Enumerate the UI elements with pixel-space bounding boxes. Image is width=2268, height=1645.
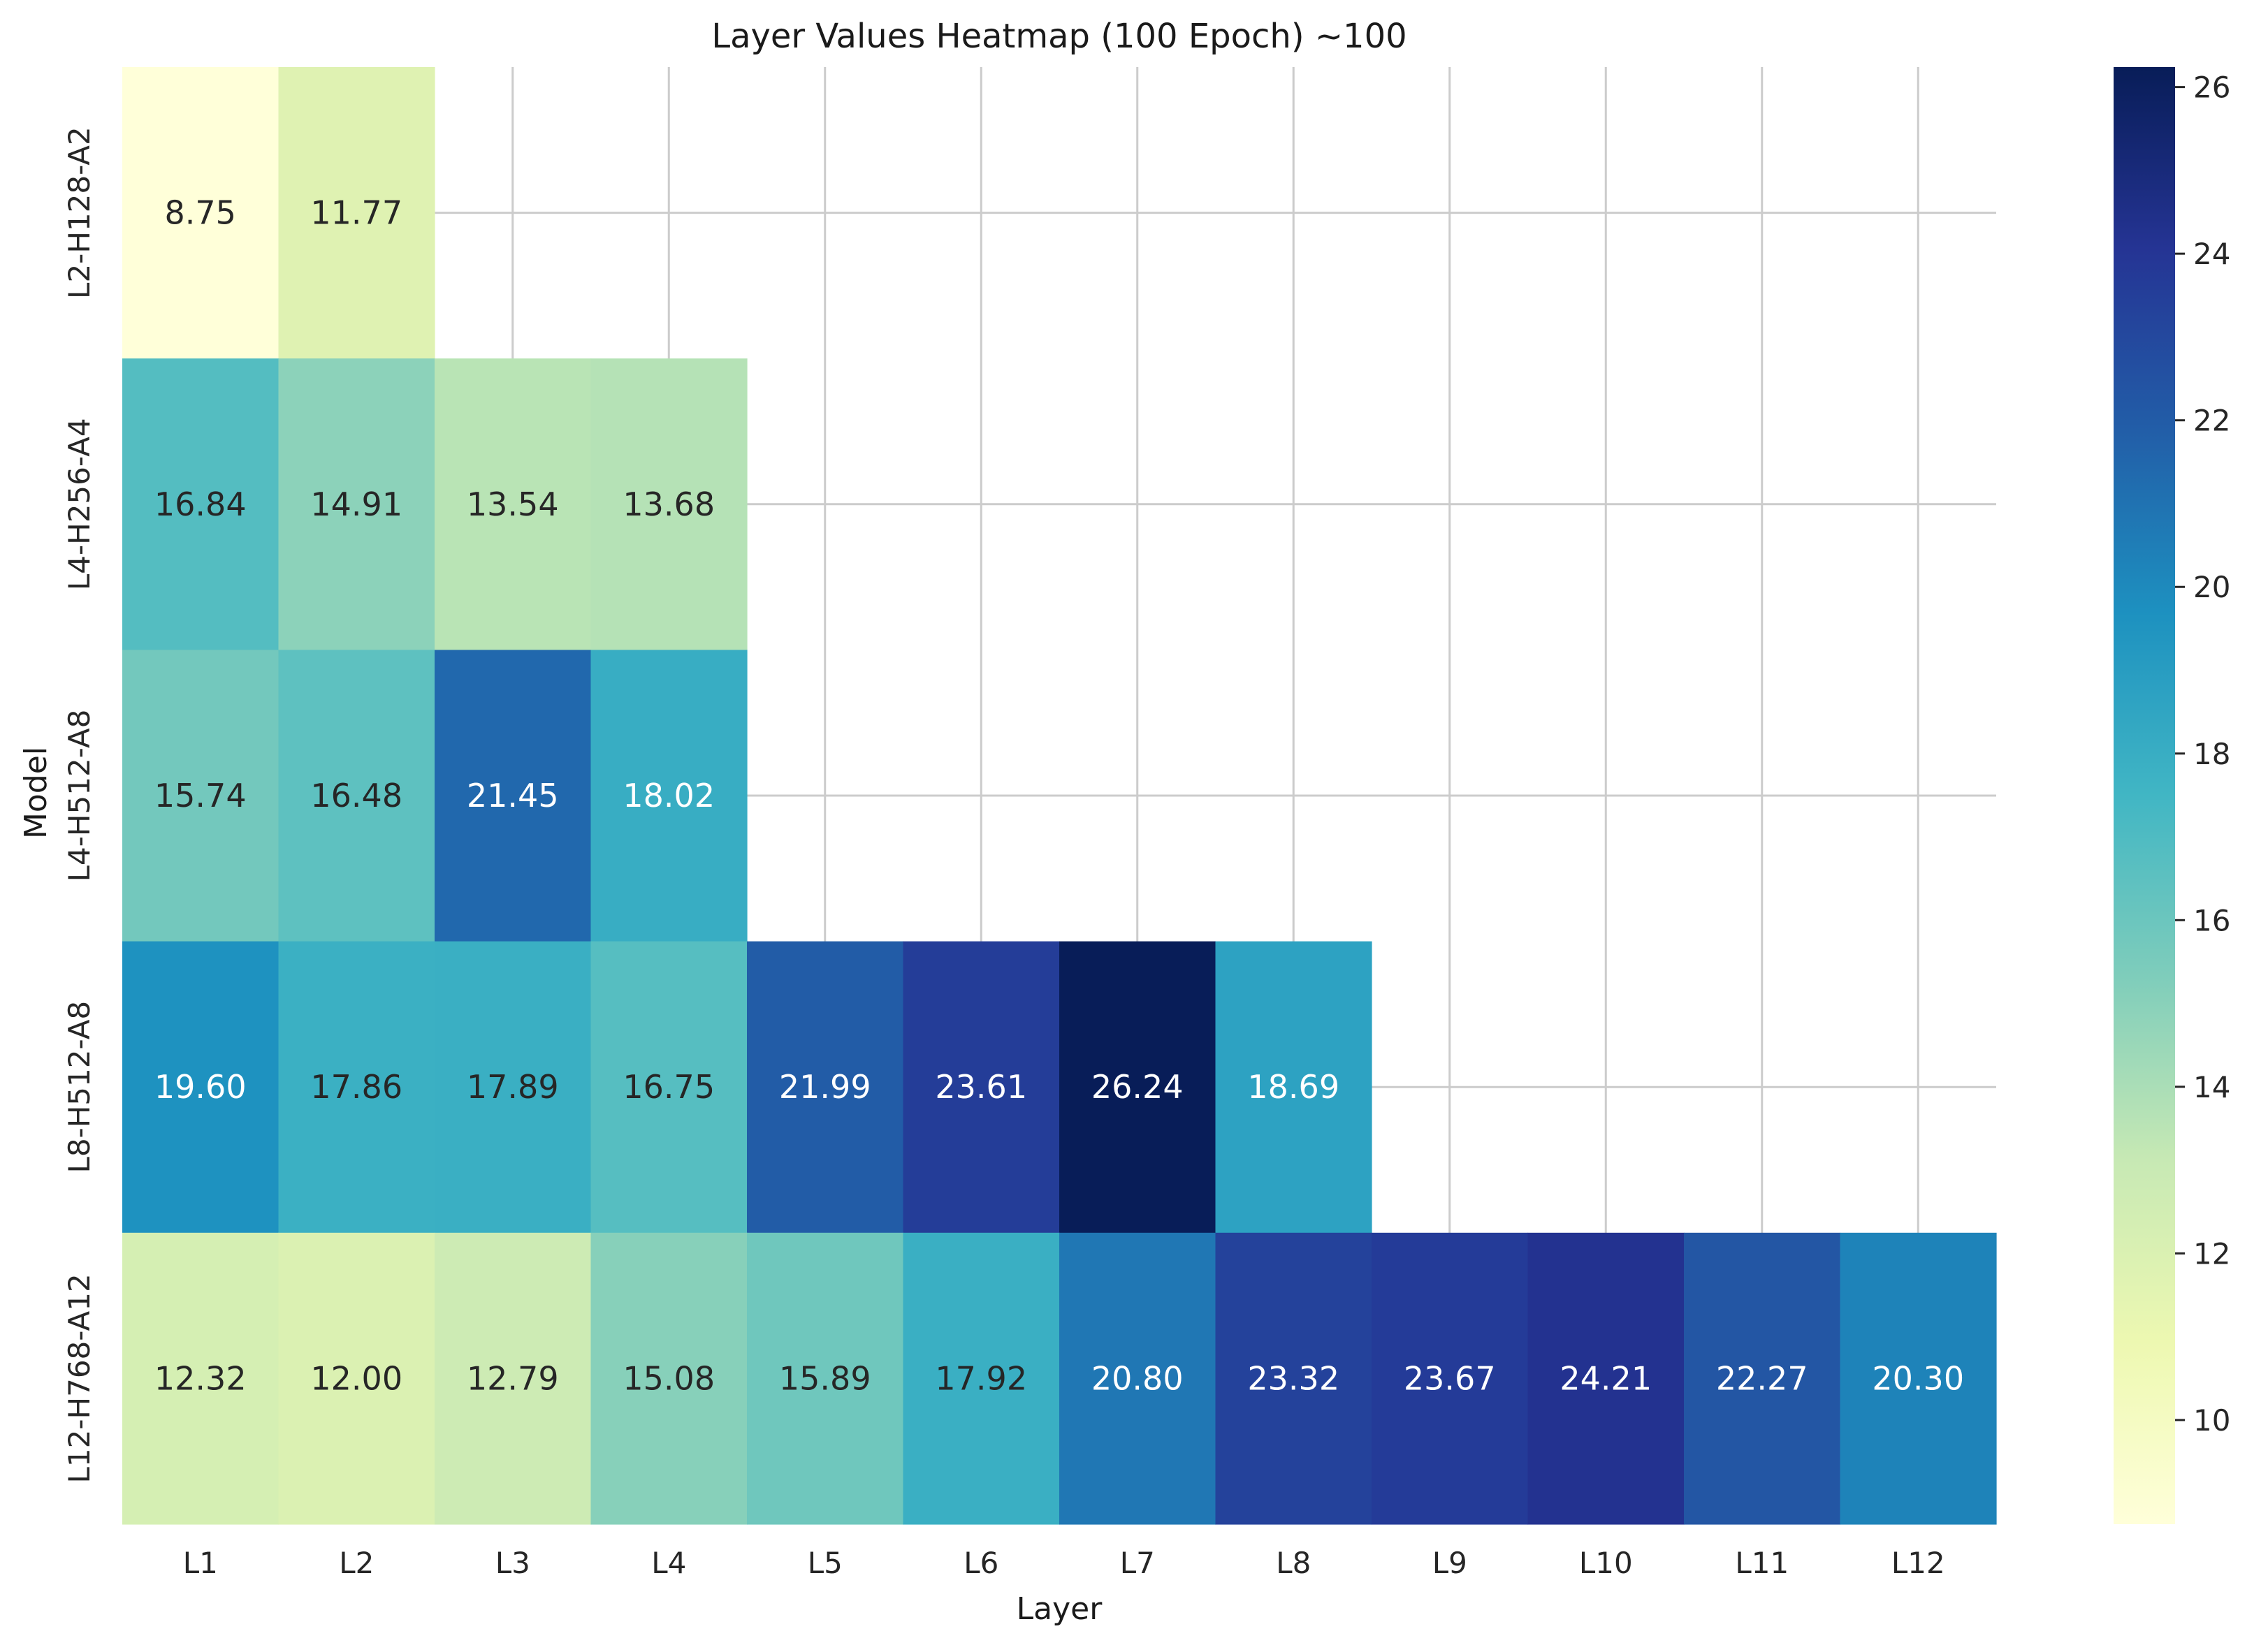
y-tick-label: L4-H256-A4 <box>62 418 96 590</box>
y-tick-label: L12-H768-A12 <box>62 1273 96 1483</box>
colorbar-tick-label: 10 <box>2193 1403 2230 1438</box>
cell-value-label: 12.79 <box>467 1359 559 1397</box>
heatmap-cell <box>1372 1232 1529 1525</box>
cell-value-label: 16.75 <box>623 1068 715 1106</box>
x-tick-label: L10 <box>1579 1546 1633 1580</box>
heatmap-cell <box>590 650 748 942</box>
heatmap-cell <box>747 941 904 1234</box>
cell-value-label: 13.68 <box>623 485 715 523</box>
cell-value-label: 12.32 <box>154 1359 247 1397</box>
heatmap-cell <box>122 358 279 650</box>
cell-value-label: 15.89 <box>779 1359 871 1397</box>
heatmap-cell <box>590 941 748 1234</box>
cell-value-label: 26.24 <box>1091 1068 1184 1106</box>
cell-value-label: 23.32 <box>1247 1359 1339 1397</box>
x-tick-label: L12 <box>1891 1546 1945 1580</box>
heatmap-cell <box>278 1232 435 1525</box>
x-tick-label: L2 <box>339 1546 374 1580</box>
cell-value-label: 11.77 <box>310 194 402 232</box>
heatmap-cell <box>747 1232 904 1525</box>
cell-value-labels: 8.75 11.77 16.84 14.91 13.54 13.68 15.74 16.48 2… <box>154 194 1964 1398</box>
heatmap-cell <box>122 650 279 942</box>
colorbar-tick-label: 16 <box>2193 903 2230 937</box>
heatmap-cell <box>590 1232 748 1525</box>
heatmap-cell <box>1840 1232 1997 1525</box>
colorbar-tick-label: 18 <box>2193 737 2230 771</box>
x-tick-label: L9 <box>1432 1546 1467 1580</box>
cell-value-label: 18.69 <box>1247 1068 1339 1106</box>
cell-value-label: 24.21 <box>1560 1359 1652 1397</box>
cell-value-label: 14.91 <box>310 485 402 523</box>
cell-value-label: 21.99 <box>779 1068 871 1106</box>
cell-value-label: 20.80 <box>1091 1359 1184 1397</box>
heatmap-cell <box>903 1232 1060 1525</box>
cell-value-label: 13.54 <box>467 485 559 523</box>
colorbar-tick-label: 26 <box>2193 71 2230 105</box>
x-tick-label: L4 <box>651 1546 686 1580</box>
y-axis-label: Model <box>18 747 54 839</box>
heatmap-cell <box>278 650 435 942</box>
cell-value-label: 8.75 <box>165 194 236 232</box>
x-axis-ticks: L1 L2 L3 L4 L5 L6 L7 L8 L9 L10 L11 L12 <box>183 1546 1945 1580</box>
y-tick-label: L8-H512-A8 <box>62 1001 96 1174</box>
colorbar-tick-label: 22 <box>2193 404 2230 438</box>
colorbar-tick-label: 12 <box>2193 1236 2230 1271</box>
heatmap-cell <box>1684 1232 1841 1525</box>
cell-value-label: 19.60 <box>154 1068 247 1106</box>
y-axis-ticks: L2-H128-A2 L4-H256-A4 L4-H512-A8 L8-H512-A8… <box>62 126 96 1483</box>
cell-value-label: 21.45 <box>467 777 559 814</box>
cell-value-label: 22.27 <box>1716 1359 1808 1397</box>
x-tick-label: L8 <box>1276 1546 1311 1580</box>
cell-value-label: 12.00 <box>310 1359 402 1397</box>
heatmap-cell <box>122 1232 279 1525</box>
cell-value-label: 18.02 <box>623 777 715 814</box>
heatmap-cell <box>435 358 592 650</box>
heatmap-cell <box>1059 1232 1216 1525</box>
x-tick-label: L6 <box>964 1546 998 1580</box>
y-tick-label: L2-H128-A2 <box>62 126 96 299</box>
heatmap-cell <box>1059 941 1216 1234</box>
x-tick-label: L11 <box>1735 1546 1789 1580</box>
cell-value-label: 17.92 <box>935 1359 1027 1397</box>
heatmap-cell <box>903 941 1060 1234</box>
heatmap-cell <box>1215 1232 1372 1525</box>
heatmap-cell <box>278 67 435 359</box>
cell-value-label: 20.30 <box>1872 1359 1964 1397</box>
cell-value-label: 15.08 <box>623 1359 715 1397</box>
colorbar-ticks: 10 12 14 16 18 20 22 24 26 <box>2175 71 2230 1438</box>
cell-value-label: 17.89 <box>467 1068 559 1106</box>
heatmap-cell <box>122 941 279 1234</box>
heatmap-cell <box>278 358 435 650</box>
cell-value-label: 17.86 <box>310 1068 402 1106</box>
x-tick-label: L7 <box>1120 1546 1155 1580</box>
cell-value-label: 16.48 <box>310 777 402 814</box>
cell-value-label: 23.61 <box>935 1068 1027 1106</box>
heatmap-cell <box>122 67 279 359</box>
colorbar-tick-label: 14 <box>2193 1070 2230 1104</box>
colorbar <box>2114 67 2175 1524</box>
x-tick-label: L1 <box>183 1546 218 1580</box>
x-tick-label: L3 <box>495 1546 530 1580</box>
heatmap-cell <box>278 941 435 1234</box>
y-tick-label: L4-H512-A8 <box>62 710 96 882</box>
cell-value-label: 16.84 <box>154 485 247 523</box>
colorbar-tick-label: 20 <box>2193 570 2230 604</box>
heatmap-cell <box>1527 1232 1685 1525</box>
x-tick-label: L5 <box>808 1546 843 1580</box>
heatmap-cell <box>1215 941 1372 1234</box>
cell-value-label: 15.74 <box>154 777 247 814</box>
colorbar-tick-label: 24 <box>2193 237 2230 271</box>
cell-value-label: 23.67 <box>1404 1359 1496 1397</box>
heatmap-cells <box>122 67 1997 1525</box>
heatmap-cell <box>435 650 592 942</box>
heatmap-cell <box>435 941 592 1234</box>
heatmap-cell <box>590 358 748 650</box>
heatmap-cell <box>435 1232 592 1525</box>
x-axis-label: Layer <box>1017 1591 1103 1627</box>
chart-title: Layer Values Heatmap (100 Epoch) ~100 <box>711 17 1406 56</box>
